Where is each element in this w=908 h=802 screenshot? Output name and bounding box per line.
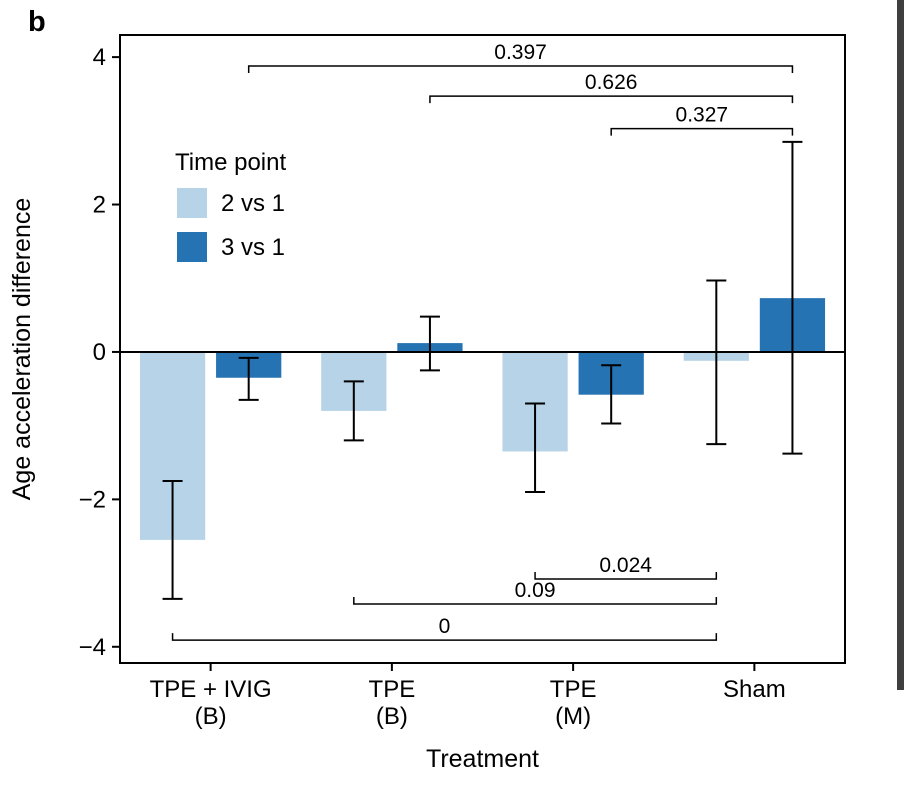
x-tick-label-3-line0: Sham (723, 676, 786, 703)
legend-title: Time point (175, 149, 286, 176)
x-tick-label-2-line1: (M) (555, 703, 591, 730)
legend-swatch-3vs1 (177, 232, 207, 262)
sig-top-1-bracket (429, 95, 794, 104)
sig-top-2-label: 0.327 (676, 104, 729, 127)
panel-label: b (28, 6, 46, 38)
errorbar-2vs1-cat2 (525, 402, 546, 493)
x-tick-label-1-line1: (B) (376, 703, 408, 730)
window-edge-artifact (897, 0, 904, 690)
x-tick-label-0-line0: TPE + IVIG (150, 676, 272, 703)
errorbar-2vs1-cat1 (343, 380, 364, 442)
errorbar-3vs1-cat0 (238, 356, 259, 401)
x-tick-label-0-line1: (B) (195, 703, 227, 730)
sig-top-0-bracket (247, 65, 794, 73)
x-tick-label-1-line0: TPE (369, 676, 416, 703)
sig-bottom-1-bracket (353, 597, 718, 605)
x-axis-title: Treatment (426, 745, 539, 773)
y-tick-label--4: −4 (79, 634, 106, 661)
y-tick-label-4: 4 (93, 44, 106, 71)
sig-top-1-label: 0.626 (585, 71, 638, 94)
legend-label-2vs1: 2 vs 1 (221, 190, 285, 217)
errorbar-2vs1-cat0 (162, 479, 183, 600)
sig-bottom-2-bracket (171, 633, 718, 641)
plot-border (119, 34, 846, 664)
sig-bottom-0-label: 0.024 (599, 554, 652, 577)
y-axis-title: Age acceleration difference (8, 198, 36, 501)
x-tick-label-2-line0: TPE (550, 676, 597, 703)
errorbar-2vs1-cat3 (706, 279, 727, 446)
sig-bottom-1-label: 0.09 (515, 579, 556, 602)
errorbar-3vs1-cat3 (782, 140, 803, 455)
sig-top-2-bracket (610, 127, 794, 136)
legend-label-3vs1: 3 vs 1 (221, 234, 285, 261)
sig-top-0-label: 0.397 (494, 41, 547, 64)
sig-bottom-0-bracket (534, 571, 718, 580)
y-tick-label--2: −2 (79, 486, 106, 513)
errorbar-3vs1-cat1 (419, 315, 440, 372)
y-tick-label-2: 2 (93, 192, 106, 219)
y-tick-label-0: 0 (93, 339, 106, 366)
sig-bottom-2-label: 0 (439, 615, 451, 638)
errorbar-3vs1-cat2 (601, 364, 622, 425)
legend-swatch-2vs1 (177, 188, 207, 218)
